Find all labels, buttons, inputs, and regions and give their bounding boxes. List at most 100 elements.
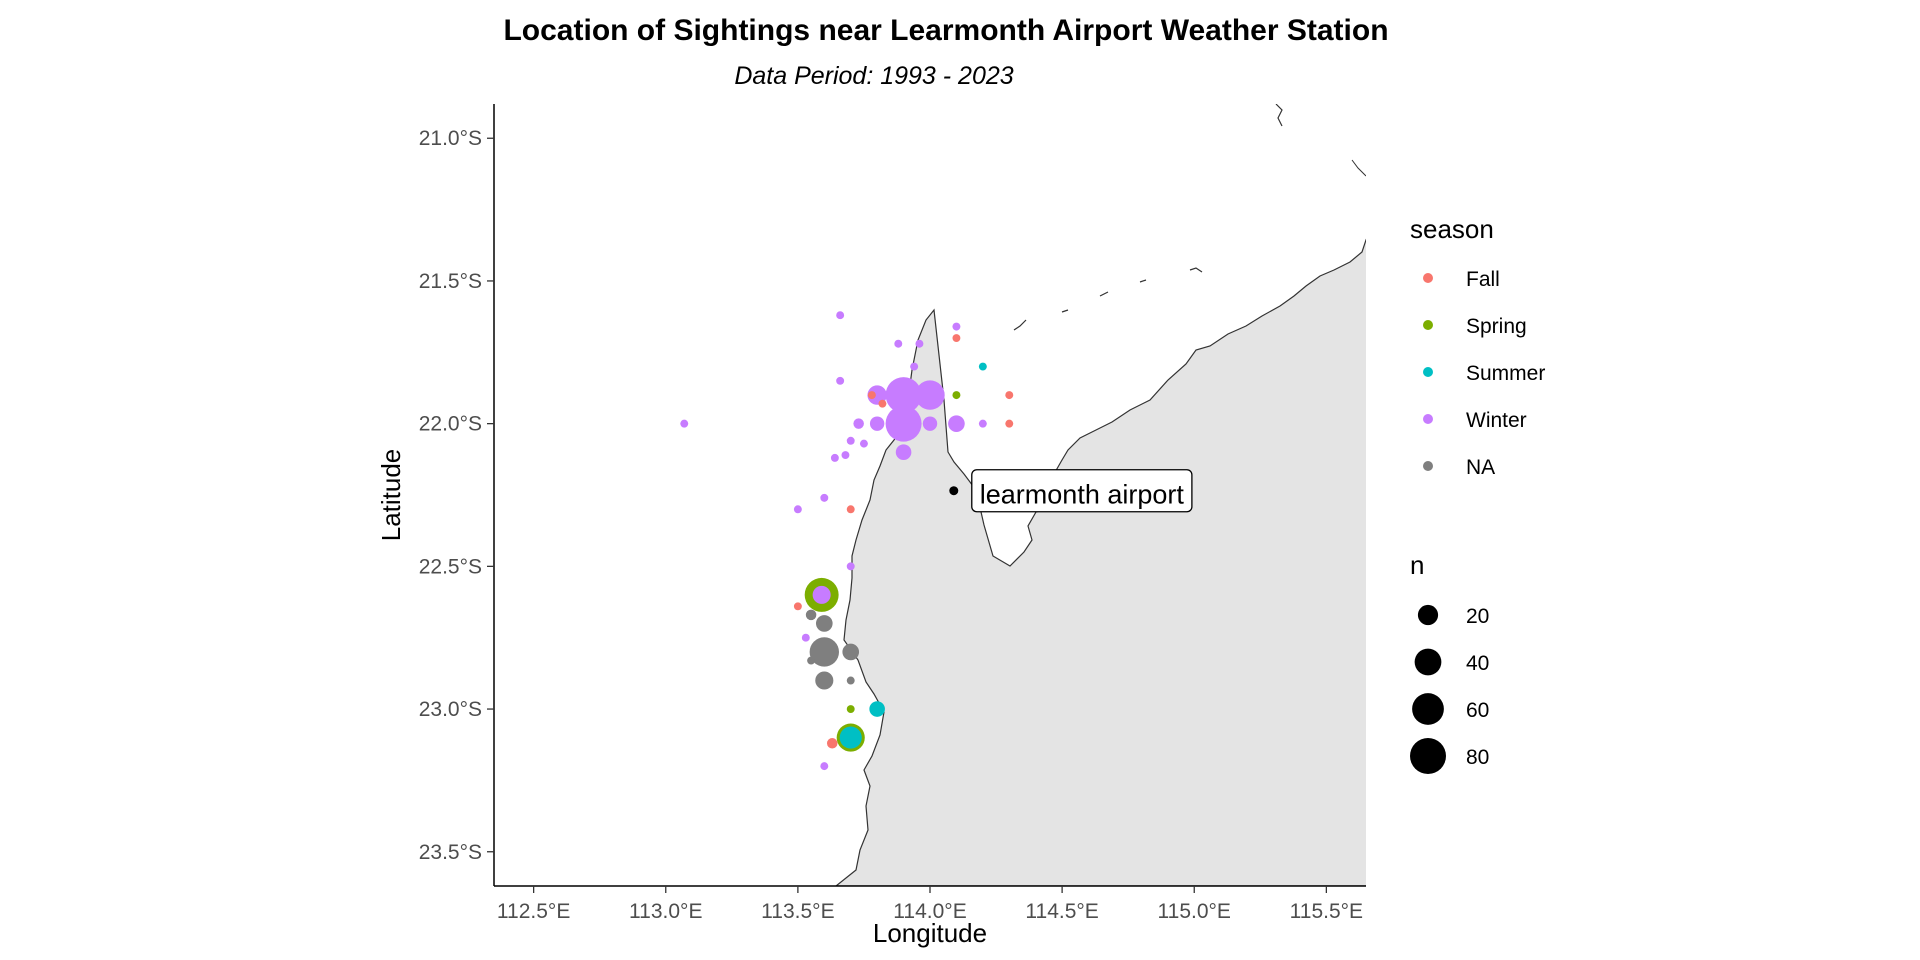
legend: season Fall Spring Summer Winter NA n 20 40 60… [1410,214,1545,774]
airport-label-box [971,469,1193,513]
sighting-point-summer [839,726,862,749]
sighting-point-winter [885,377,922,414]
color-legend-title: season [1410,214,1494,244]
sighting-point-winter [801,633,810,642]
legend-key-spring [1423,320,1433,330]
sighting-point-fall [826,738,838,749]
sighting-point-fall [878,399,887,408]
sighting-point-winter [922,416,938,431]
sighting-point-winter [915,380,945,410]
coastline-islands [1099,291,1109,297]
x-tick-label: 115.0°E [1158,900,1231,923]
sighting-point-winter [836,311,845,320]
y-tick-label: 23.5°S [419,841,482,864]
y-tick-label: 21.5°S [419,270,482,293]
legend-label-winter: Winter [1466,409,1527,432]
coastline-islands [1061,309,1069,313]
chart-title: Location of Sightings near Learmonth Air… [503,14,1388,47]
sighting-point-winter [853,418,864,429]
sighting-point-winter [895,444,912,460]
size-legend-label: 80 [1466,746,1489,769]
size-legend-title: n [1410,550,1424,580]
land-mass [835,238,1366,886]
sighting-point-summer [869,701,885,717]
x-axis-ticks: 112.5°E 113.0°E 113.5°E 114.0°E 114.5°E 115.0… [497,886,1363,923]
sighting-point-winter [812,585,831,604]
sighting-point-spring [952,391,961,400]
sighting-point-winter [894,339,903,348]
x-tick-label: 115.5°E [1290,900,1363,923]
sighting-point-winter [820,493,829,502]
sighting-point-na [807,656,816,665]
sighting-point-winter [793,505,802,514]
coastline-islands [1275,104,1283,127]
chart-subtitle: Data Period: 1993 - 2023 [734,62,1013,90]
sighting-point-summer [978,362,987,371]
sighting-point-na [815,671,834,690]
legend-label-na: NA [1466,456,1495,479]
legend-key-fall [1423,273,1433,283]
sighting-point-winter [841,451,850,460]
y-axis-title: Latitude [376,449,406,542]
legend-key-winter [1423,414,1433,424]
sighting-point-winter [859,439,868,448]
x-tick-label: 114.0°E [893,900,966,923]
sighting-point-winter [836,376,845,385]
x-axis-title: Longitude [873,918,987,948]
data-points [680,311,1014,771]
size-legend-key [1412,693,1444,725]
sighting-point-winter [846,436,855,445]
y-tick-label: 22.0°S [419,413,482,436]
sighting-point-fall [793,602,802,611]
size-legend-label: 60 [1466,699,1489,722]
size-legend-label: 20 [1466,605,1489,628]
y-axis-ticks: 21.0°S 21.5°S 22.0°S 22.5°S 23.0°S 23.5°S [419,127,494,864]
sighting-point-winter [830,453,839,462]
airport-annotation: learmonth airport [949,469,1193,513]
sighting-point-fall [846,505,855,514]
sighting-point-winter [978,419,987,428]
size-legend-label: 40 [1466,652,1489,675]
size-legend-key [1410,738,1446,774]
sighting-point-na [842,643,860,661]
sighting-point-winter [952,322,961,331]
x-tick-label: 113.5°E [761,900,834,923]
legend-label-fall: Fall [1466,268,1500,291]
size-legend-key [1414,648,1442,676]
sighting-point-winter [915,339,924,348]
coastline-islands [1351,159,1366,177]
coastline-islands [1139,279,1147,283]
x-tick-label: 114.5°E [1025,900,1098,923]
legend-key-na [1423,461,1433,471]
sighting-point-na [805,609,817,621]
sighting-point-spring [846,705,855,714]
coastline-islands [1189,267,1203,273]
sighting-point-fall [1005,391,1014,400]
sighting-point-winter [869,416,885,431]
sighting-point-fall [952,334,961,342]
size-legend-entries: 20 40 60 80 [1410,604,1489,774]
y-tick-label: 22.5°S [419,555,482,578]
sighting-point-na [846,676,855,685]
sighting-point-winter [820,762,829,771]
sighting-point-winter [910,362,919,371]
sighting-point-winter [885,405,922,442]
x-tick-label: 113.0°E [629,900,702,923]
size-legend-key [1417,604,1439,626]
legend-key-summer [1423,367,1433,377]
sighting-point-fall [1005,419,1014,428]
legend-label-spring: Spring [1466,315,1527,338]
coastline-islands [1013,319,1027,331]
color-legend-entries: Fall Spring Summer Winter NA [1423,268,1545,479]
legend-label-summer: Summer [1466,362,1545,385]
airport-label: learmonth airport [980,480,1185,510]
sighting-point-na [815,615,833,632]
x-tick-label: 112.5°E [497,900,570,923]
sighting-point-fall [867,391,876,400]
y-tick-label: 21.0°S [419,127,482,150]
sighting-point-winter [680,419,689,428]
sighting-point-na [809,637,839,667]
sighting-point-winter [846,562,855,571]
y-tick-label: 23.0°S [419,698,482,721]
